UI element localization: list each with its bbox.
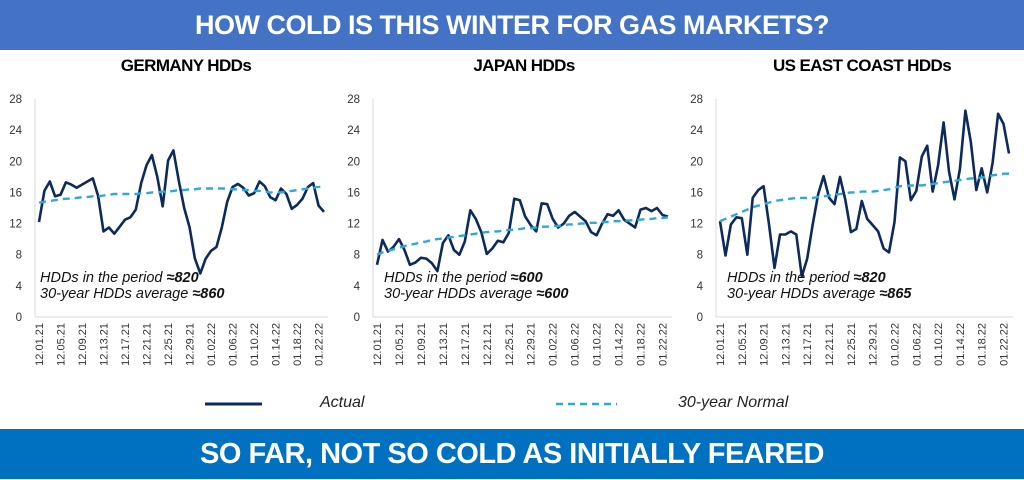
y-tick-label: 0 bbox=[697, 312, 703, 324]
x-tick-label: 01.10.22 bbox=[592, 323, 604, 366]
x-tick-label: 12.21.21 bbox=[482, 323, 494, 366]
x-tick-label: 12.05.21 bbox=[56, 323, 68, 366]
x-tick-label: 01.02.22 bbox=[206, 323, 218, 366]
x-tick-label: 12.21.21 bbox=[142, 323, 154, 366]
x-tick-label: 12.25.21 bbox=[504, 323, 516, 366]
annotation-line2-value: ≈865 bbox=[879, 286, 912, 302]
x-tick-label: 12.09.21 bbox=[416, 323, 428, 366]
x-tick-label: 12.01.21 bbox=[372, 323, 384, 366]
y-tick-label: 12 bbox=[9, 219, 22, 231]
x-tick-label: 12.29.21 bbox=[185, 323, 197, 366]
x-tick-label: 01.18.22 bbox=[292, 323, 304, 366]
y-tick-label: 28 bbox=[690, 94, 703, 106]
y-tick-label: 0 bbox=[16, 312, 22, 324]
x-tick-label: 12.09.21 bbox=[759, 323, 771, 366]
annotation-line1-label: HDDs in the period bbox=[384, 270, 511, 286]
y-tick-label: 24 bbox=[690, 125, 703, 137]
x-tick-label: 12.17.21 bbox=[802, 323, 814, 366]
header-title: HOW COLD IS THIS WINTER FOR GAS MARKETS? bbox=[195, 10, 829, 40]
x-tick-label: 01.22.22 bbox=[999, 323, 1011, 366]
x-tick-label: 01.02.22 bbox=[548, 323, 560, 366]
legend-actual-label: Actual bbox=[320, 394, 365, 411]
x-tick-label: 12.21.21 bbox=[824, 323, 836, 366]
x-tick-label: 12.17.21 bbox=[460, 323, 472, 366]
germany-actual-line bbox=[37, 149, 325, 275]
x-tick-label: 12.01.21 bbox=[34, 323, 46, 366]
x-tick-label: 12.05.21 bbox=[394, 323, 406, 366]
chart-title-us-east-coast: US EAST COAST HDDs bbox=[772, 56, 952, 75]
y-tick-label: 0 bbox=[354, 312, 360, 324]
japan-actual-line bbox=[375, 197, 669, 273]
annotation-line2-label: 30-year HDDs average bbox=[727, 286, 880, 302]
y-tick-label: 20 bbox=[690, 156, 703, 168]
footer-banner: SO FAR, NOT SO COLD AS INITIALLY FEARED bbox=[0, 429, 1024, 479]
x-tick-label: 01.10.22 bbox=[933, 323, 945, 366]
annotation-germany: HDDs in the period ≈820 30-year HDDs ave… bbox=[40, 270, 224, 302]
annotation-line2-label: 30-year HDDs average bbox=[40, 286, 193, 302]
annotation-us-east-coast: HDDs in the period ≈820 30-year HDDs ave… bbox=[727, 270, 911, 302]
x-tick-label: 01.22.22 bbox=[314, 323, 326, 366]
x-tick-label: 01.06.22 bbox=[228, 323, 240, 366]
x-tick-label: 12.17.21 bbox=[120, 323, 132, 366]
y-tick-label: 16 bbox=[9, 187, 22, 199]
y-tick-label: 28 bbox=[9, 94, 22, 106]
annotation-line1-label: HDDs in the period bbox=[727, 270, 854, 286]
annotation-line2-value: ≈600 bbox=[536, 286, 569, 302]
x-tick-label: 01.14.22 bbox=[614, 323, 626, 366]
y-tick-label: 4 bbox=[697, 281, 704, 293]
x-tick-label: 01.06.22 bbox=[911, 323, 923, 366]
annotation-line2-value: ≈860 bbox=[192, 286, 225, 302]
y-tick-label: 20 bbox=[347, 156, 360, 168]
x-tick-label: 12.29.21 bbox=[526, 323, 538, 366]
x-tick-label: 12.13.21 bbox=[438, 323, 450, 366]
x-tick-label: 01.14.22 bbox=[271, 323, 283, 366]
y-tick-label: 20 bbox=[9, 156, 22, 168]
annotation-line1-value: ≈600 bbox=[510, 270, 543, 286]
x-tick-label: 12.13.21 bbox=[99, 323, 111, 366]
y-tick-label: 16 bbox=[690, 187, 703, 199]
us-east-coast-actual-line bbox=[718, 109, 1011, 278]
y-tick-label: 24 bbox=[347, 125, 360, 137]
y-tick-label: 8 bbox=[16, 250, 22, 262]
japan-normal-line bbox=[376, 216, 669, 256]
y-tick-label: 12 bbox=[347, 219, 360, 231]
annotation-line1-value: ≈820 bbox=[853, 270, 886, 286]
x-tick-label: 12.13.21 bbox=[780, 323, 792, 366]
x-tick-label: 01.14.22 bbox=[955, 323, 967, 366]
y-tick-label: 8 bbox=[697, 250, 703, 262]
y-tick-label: 24 bbox=[9, 125, 22, 137]
y-tick-label: 12 bbox=[690, 219, 703, 231]
legend-normal-label: 30-year Normal bbox=[678, 394, 789, 411]
x-tick-label: 01.06.22 bbox=[570, 323, 582, 366]
footer-title: SO FAR, NOT SO COLD AS INITIALLY FEARED bbox=[200, 438, 824, 470]
us-east-coast-normal-line bbox=[719, 172, 1009, 223]
y-tick-label: 4 bbox=[354, 281, 361, 293]
annotation-japan: HDDs in the period ≈600 30-year HDDs ave… bbox=[384, 270, 568, 302]
x-tick-label: 12.05.21 bbox=[737, 323, 749, 366]
x-tick-label: 01.18.22 bbox=[636, 323, 648, 366]
header-banner: HOW COLD IS THIS WINTER FOR GAS MARKETS? bbox=[0, 0, 1024, 50]
annotation-line2-label: 30-year HDDs average bbox=[384, 286, 537, 302]
x-tick-label: 01.02.22 bbox=[889, 323, 901, 366]
chart-title-japan: JAPAN HDDs bbox=[473, 56, 575, 75]
y-tick-label: 16 bbox=[347, 187, 360, 199]
chart-title-germany: GERMANY HDDs bbox=[120, 56, 252, 75]
x-tick-label: 12.01.21 bbox=[715, 323, 727, 366]
annotation-line1-value: ≈820 bbox=[166, 270, 199, 286]
x-tick-label: 01.10.22 bbox=[249, 323, 261, 366]
x-tick-label: 01.18.22 bbox=[977, 323, 989, 366]
annotation-line1-label: HDDs in the period bbox=[40, 270, 167, 286]
y-tick-label: 8 bbox=[354, 250, 360, 262]
y-tick-label: 4 bbox=[16, 281, 23, 293]
y-tick-label: 28 bbox=[347, 94, 360, 106]
x-tick-label: 12.25.21 bbox=[163, 323, 175, 366]
x-tick-label: 12.29.21 bbox=[868, 323, 880, 366]
x-tick-label: 01.22.22 bbox=[658, 323, 670, 366]
x-tick-label: 12.25.21 bbox=[846, 323, 858, 366]
x-tick-label: 12.09.21 bbox=[77, 323, 89, 366]
